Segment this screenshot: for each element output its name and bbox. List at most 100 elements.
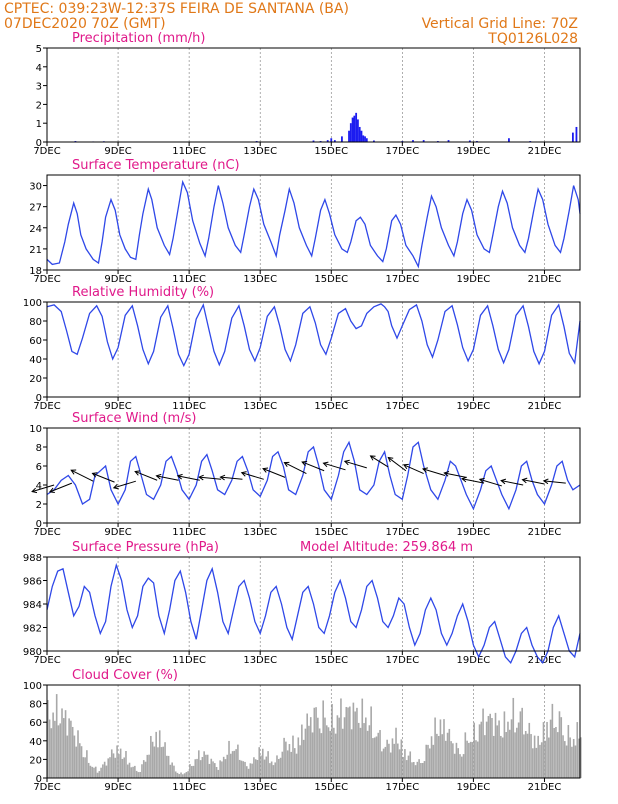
cloud-area-bar (475, 740, 477, 778)
cloud-area-bar (489, 713, 491, 778)
temp-ytick-label: 21 (29, 245, 42, 256)
cloud-area-bar (569, 737, 571, 778)
cloud-area-bar (452, 743, 454, 778)
cloud-area-bar (457, 748, 460, 778)
temp-ytick-label: 24 (29, 224, 42, 235)
cloud-area-bar (276, 755, 278, 778)
cloud-area-bar (350, 729, 353, 778)
cloud-area-bar (194, 759, 197, 778)
cloud-area-bar (135, 770, 138, 778)
rh-title: Relative Humidity (%) (72, 285, 214, 300)
wind-arrow (241, 472, 264, 480)
cloud-area-bar (412, 761, 415, 778)
cloud-area-bar (327, 727, 330, 778)
cloud-area-bar (166, 755, 168, 778)
cloud-area-bar (503, 711, 506, 778)
cloud-area-bar (439, 719, 442, 778)
cloud-area-bar (572, 738, 575, 778)
cloud-area-bar (244, 761, 246, 778)
cloud-area-bar (381, 751, 383, 778)
cloud-xtick-label: 21DEC (528, 782, 562, 793)
rh-series-line (46, 302, 581, 368)
cloud-area-bar (94, 766, 97, 778)
cloud-xtick-label: 11DEC (172, 782, 206, 793)
cloud-area-bar (292, 735, 294, 778)
rh-ytick-label: 100 (23, 298, 42, 309)
cloud-area-bar (237, 744, 239, 778)
cloud-area-bar (68, 718, 70, 778)
cloud-area-bar (521, 707, 523, 778)
cloud-area-bar (444, 740, 447, 778)
cloud-area-bar (411, 762, 413, 778)
wind-arrow (70, 469, 94, 482)
cloud-area-bar (270, 761, 273, 778)
cloud-area-bar (224, 759, 227, 778)
precip-bar (412, 140, 414, 142)
wind-arrow-head (112, 483, 119, 490)
cloud-area-bar (210, 758, 213, 778)
cloud-ytick-label: 20 (29, 755, 42, 766)
cloud-area-bar (492, 735, 495, 778)
cloud-area-bar (345, 706, 348, 778)
wind-arrow-head (134, 470, 141, 476)
cloud-area-bar (519, 711, 522, 778)
cloud-area-bar (59, 723, 62, 778)
cloud-area-bar (560, 717, 563, 778)
wind-arrow-head (461, 476, 467, 483)
cloud-area-bar (48, 719, 51, 778)
wind-arrow (49, 482, 73, 493)
cloud-area-bar (432, 744, 435, 778)
cloud-area-bar (309, 717, 312, 778)
cloud-area-bar (286, 750, 289, 778)
cloud-area-bar (84, 757, 86, 778)
precip-bar (447, 140, 450, 142)
cloud-area-bar (428, 748, 431, 778)
wind-arrow-head (301, 460, 308, 467)
cloud-area-bar (443, 719, 445, 778)
wind-arrow-head (240, 471, 247, 477)
cloud-area-bar (368, 725, 371, 778)
cloud-area-bar (420, 763, 422, 778)
cloud-area-bar (82, 757, 85, 778)
precip-bar (365, 138, 368, 142)
temp-ytick-label: 30 (29, 182, 42, 193)
precip-bar (508, 138, 510, 142)
cloud-area-bar (576, 722, 579, 778)
pressure-ytick-label: 984 (23, 600, 42, 611)
pressure-xtick-label: 9DEC (104, 655, 131, 666)
cloud-area-bar (464, 732, 467, 778)
cloud-area-bar (407, 755, 410, 778)
cloud-area-bar (377, 732, 380, 778)
temp-xtick-label: 21DEC (528, 274, 562, 285)
cloud-area-bar (416, 761, 419, 778)
cloud-area-bar (119, 748, 122, 778)
cloud-area-bar (402, 756, 404, 778)
rh-ytick-label: 40 (29, 355, 42, 366)
cloud-area-bar (308, 725, 310, 778)
cloud-area-bar (430, 736, 433, 778)
cloud-area-bar (562, 735, 564, 778)
cloud-area-bar (331, 703, 333, 778)
cloud-area-bar (93, 767, 95, 778)
precip-bar (575, 126, 578, 142)
cloud-area-bar (182, 774, 184, 778)
cloud-area-bar (535, 747, 538, 778)
cloud-area-bar (365, 717, 367, 778)
cloud-area-bar (160, 747, 163, 778)
wind-xtick-label: 13DEC (243, 527, 277, 538)
temp-xtick-label: 19DEC (457, 274, 491, 285)
cloud-area-bar (110, 749, 113, 778)
cloud-area-bar (434, 717, 436, 778)
cloud-area-bar (555, 726, 557, 778)
wind-arrow-head (31, 487, 38, 494)
cloud-area-bar (54, 720, 56, 778)
cloud-area-bar (532, 748, 534, 778)
cloud-area-bar (455, 742, 458, 778)
cloud-xtick-label: 17DEC (385, 782, 419, 793)
precip-bar (571, 132, 574, 142)
cloud-area-bar (277, 758, 280, 778)
precip-ytick-label: 2 (36, 100, 42, 111)
cloud-area-bar (370, 706, 372, 778)
precip-title: Precipitation (mm/h) (72, 31, 205, 46)
wind-arrow (444, 472, 467, 478)
